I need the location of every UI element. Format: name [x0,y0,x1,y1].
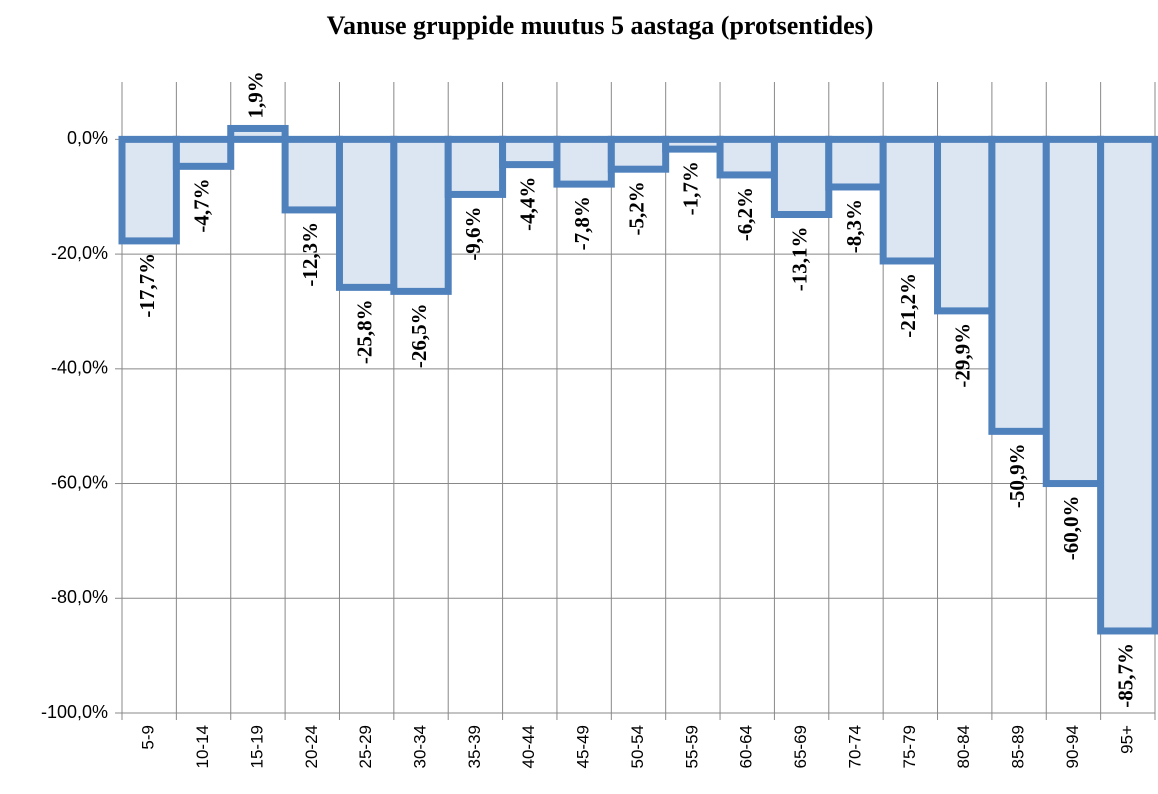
bar [607,135,670,173]
value-label: -6,2% [733,187,757,241]
value-label: -13,1% [787,227,811,292]
bar [281,135,343,214]
x-tick-label: 10-14 [193,725,212,768]
value-label: -21,2% [896,273,920,338]
x-tick-label: 50-54 [628,725,647,768]
value-label: -5,2% [624,181,648,235]
value-label: -60,0% [1059,496,1083,561]
bar [879,135,942,265]
chart-title: Vanuse gruppide muutus 5 aastaga (protse… [327,11,874,40]
value-label: -4,7% [189,178,213,232]
bar [1097,135,1158,635]
y-tick-label: -40,0% [51,358,108,378]
bar [662,135,724,153]
value-label: -25,8% [352,299,376,364]
bar [716,135,778,179]
value-label: -29,9% [951,323,975,388]
x-tick-label: 90-94 [1063,725,1082,768]
value-label: -8,3% [842,199,866,253]
y-tick-label: 0,0% [67,128,108,148]
x-tick-label: 5-9 [139,725,158,750]
value-label: 1,9% [244,71,268,118]
x-tick-label: 70-74 [845,725,864,768]
x-tick-label: 30-34 [411,725,430,768]
bar [553,135,615,188]
x-tick-label: 60-64 [737,725,756,768]
x-tick-label: 80-84 [954,725,973,768]
x-tick-label: 25-29 [356,725,375,768]
x-tick-label: 55-59 [682,725,701,768]
value-label: -7,8% [570,196,594,250]
value-label: -1,7% [679,161,703,215]
x-tick-label: 95+ [1117,725,1136,754]
bar [934,135,996,315]
bar [172,135,235,170]
y-tick-label: -80,0% [51,587,108,607]
x-tick-label: 85-89 [1009,725,1028,768]
value-label: -12,3% [298,222,322,287]
bar [770,135,833,219]
bar [1042,135,1105,488]
value-label: -9,6% [461,206,485,260]
bar [335,135,398,291]
x-tick-label: 15-19 [247,725,266,768]
bar [390,135,452,295]
bar [825,135,887,191]
y-tick-label: -20,0% [51,243,108,263]
x-tick-label: 40-44 [519,725,538,768]
value-label: -85,7% [1114,643,1138,708]
x-tick-label: 65-69 [791,725,810,768]
bar [227,124,289,143]
x-tick-label: 75-79 [900,725,919,768]
bar [988,135,1050,435]
value-label: -4,4% [516,177,540,231]
bar [444,135,507,198]
bar [499,135,561,169]
value-label: -26,5% [407,303,431,368]
y-tick-label: -60,0% [51,472,108,492]
value-label: -17,7% [135,253,159,318]
value-label: -50,9% [1005,443,1029,508]
bar [118,135,180,245]
x-tick-label: 35-39 [465,725,484,768]
y-tick-label: -100,0% [41,702,108,722]
x-tick-label: 45-49 [574,725,593,768]
x-tick-label: 20-24 [302,725,321,768]
